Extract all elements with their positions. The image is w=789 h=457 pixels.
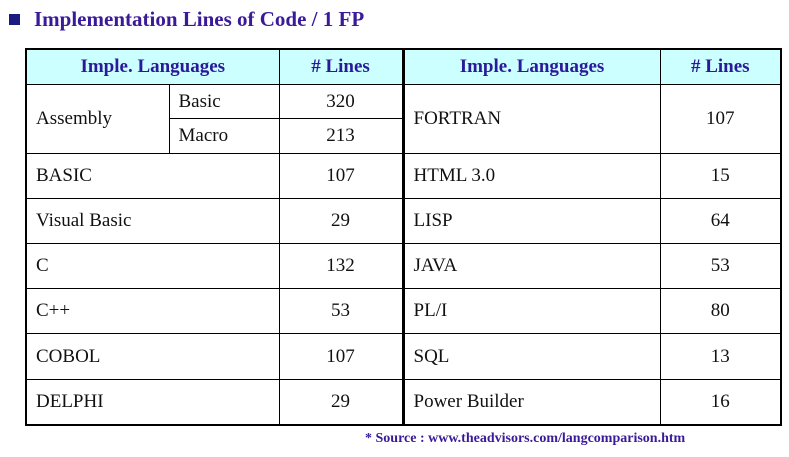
- right-lines-cell: 53: [659, 242, 782, 290]
- left-lines-cell: 107: [278, 152, 404, 199]
- right-lines-cell: 107: [659, 84, 782, 154]
- table-row: COBOL 107 SQL 13: [25, 333, 782, 380]
- right-lines-cell: 15: [659, 152, 782, 199]
- header-lines-right: # Lines: [659, 48, 782, 86]
- left-lines-cell: 132: [278, 242, 404, 290]
- slide-title-row: Implementation Lines of Code / 1 FP: [9, 7, 364, 31]
- header-lines-left: # Lines: [278, 48, 404, 86]
- right-language-cell: LISP: [401, 197, 661, 245]
- right-lines-cell: 80: [659, 288, 782, 335]
- right-language-cell: JAVA: [401, 242, 661, 290]
- right-lines-cell: 16: [659, 378, 782, 426]
- table-header-row: Imple. Languages # Lines Imple. Language…: [25, 48, 782, 86]
- left-language-cell: COBOL: [25, 333, 280, 380]
- right-language-cell: Power Builder: [401, 378, 661, 426]
- left-lines-cell: 107: [278, 333, 404, 380]
- square-bullet-icon: [9, 13, 20, 25]
- left-language-cell: DELPHI: [25, 378, 280, 426]
- assembly-variant-macro: Macro: [168, 118, 280, 154]
- right-language-cell: SQL: [401, 333, 661, 380]
- header-language-right: Imple. Languages: [401, 48, 661, 86]
- left-language-cell: Visual Basic: [25, 197, 280, 245]
- right-language-cell: PL/I: [401, 288, 661, 335]
- slide-title: Implementation Lines of Code / 1 FP: [34, 6, 365, 31]
- right-lines-cell: 13: [659, 333, 782, 380]
- header-language-left: Imple. Languages: [25, 48, 280, 86]
- left-lines-cell: 53: [278, 288, 404, 335]
- left-language-cell: C: [25, 242, 280, 290]
- table-row: C 132 JAVA 53: [25, 242, 782, 290]
- assembly-macro-lines: 213: [278, 118, 404, 154]
- table-row: Assembly Basic 320 FORTRAN 107: [25, 84, 782, 154]
- right-lines-cell: 64: [659, 197, 782, 245]
- table-row: DELPHI 29 Power Builder 16: [25, 378, 782, 426]
- assembly-basic-lines: 320: [278, 84, 404, 120]
- left-lines-cell: 29: [278, 197, 404, 245]
- assembly-label: Assembly: [25, 84, 170, 154]
- source-note: * Source : www.theadvisors.com/langcompa…: [365, 431, 686, 446]
- table-row: Macro 213: [26, 118, 781, 154]
- left-lines-cell: 29: [278, 378, 404, 426]
- table-row: BASIC 107 HTML 3.0 15: [25, 152, 782, 199]
- left-language-cell: BASIC: [25, 152, 280, 199]
- right-language-cell: FORTRAN: [401, 84, 661, 154]
- left-language-cell: C++: [25, 288, 280, 335]
- table-row: Visual Basic 29 LISP 64: [25, 197, 782, 245]
- table-row: C++ 53 PL/I 80: [25, 288, 782, 335]
- right-language-cell: HTML 3.0: [401, 152, 661, 199]
- lines-of-code-table: Imple. Languages # Lines Imple. Language…: [25, 48, 783, 426]
- assembly-variant-basic: Basic: [168, 84, 280, 120]
